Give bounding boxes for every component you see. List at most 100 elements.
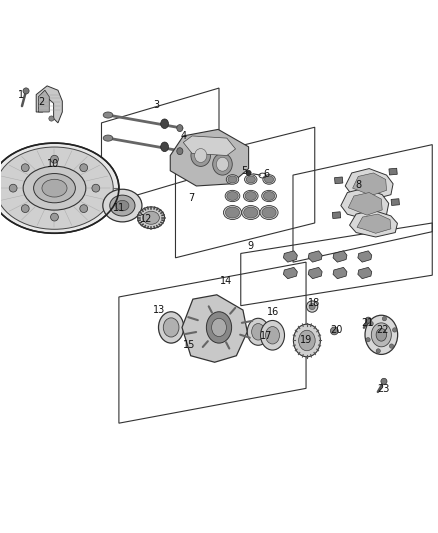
Polygon shape: [283, 251, 297, 262]
Ellipse shape: [194, 149, 207, 163]
Ellipse shape: [242, 206, 260, 220]
Ellipse shape: [244, 175, 257, 184]
Circle shape: [50, 213, 58, 221]
Circle shape: [382, 317, 387, 321]
Text: 9: 9: [247, 240, 254, 251]
Bar: [389, 168, 397, 175]
Ellipse shape: [177, 148, 183, 155]
Bar: [335, 177, 343, 184]
Text: 8: 8: [355, 180, 361, 190]
Ellipse shape: [161, 142, 169, 151]
Ellipse shape: [23, 166, 86, 210]
Text: 2: 2: [38, 97, 45, 107]
Ellipse shape: [228, 176, 237, 183]
Ellipse shape: [244, 207, 258, 218]
Circle shape: [21, 164, 29, 172]
Ellipse shape: [226, 207, 240, 218]
Ellipse shape: [265, 327, 279, 344]
Circle shape: [389, 344, 394, 348]
Polygon shape: [308, 251, 322, 262]
Ellipse shape: [103, 112, 113, 118]
Text: 20: 20: [330, 325, 343, 335]
Ellipse shape: [261, 320, 285, 350]
Circle shape: [365, 317, 371, 323]
Ellipse shape: [365, 315, 398, 354]
Polygon shape: [333, 251, 347, 262]
Ellipse shape: [247, 318, 269, 345]
Polygon shape: [350, 211, 397, 237]
Ellipse shape: [265, 176, 274, 183]
Polygon shape: [345, 168, 393, 200]
Text: 13: 13: [153, 305, 165, 315]
Polygon shape: [341, 188, 389, 220]
Ellipse shape: [143, 211, 159, 224]
Text: 12: 12: [140, 214, 152, 224]
Ellipse shape: [0, 147, 113, 229]
Ellipse shape: [262, 207, 276, 218]
Ellipse shape: [261, 190, 276, 201]
Ellipse shape: [226, 175, 239, 184]
Ellipse shape: [216, 157, 229, 171]
Circle shape: [50, 155, 58, 163]
Polygon shape: [170, 130, 249, 186]
Circle shape: [80, 164, 88, 172]
Polygon shape: [39, 90, 49, 112]
Ellipse shape: [138, 207, 165, 229]
Ellipse shape: [161, 119, 169, 128]
Circle shape: [309, 303, 315, 310]
Circle shape: [21, 205, 29, 213]
Text: 3: 3: [153, 100, 159, 110]
Polygon shape: [36, 86, 62, 123]
Ellipse shape: [245, 192, 256, 200]
Circle shape: [307, 301, 318, 312]
Ellipse shape: [293, 324, 321, 357]
Text: 16: 16: [267, 307, 279, 317]
Text: 19: 19: [300, 335, 312, 345]
Text: 17: 17: [260, 331, 272, 341]
Polygon shape: [348, 192, 382, 215]
Polygon shape: [184, 136, 236, 156]
Ellipse shape: [212, 318, 226, 336]
Circle shape: [80, 205, 88, 213]
Circle shape: [366, 337, 370, 342]
Ellipse shape: [252, 324, 265, 340]
Ellipse shape: [227, 192, 238, 200]
Ellipse shape: [42, 179, 67, 197]
Ellipse shape: [110, 195, 135, 216]
Circle shape: [92, 184, 100, 192]
Circle shape: [392, 328, 397, 332]
Text: 18: 18: [308, 298, 320, 309]
Text: 15: 15: [183, 340, 196, 350]
Ellipse shape: [223, 206, 241, 220]
Ellipse shape: [299, 330, 315, 351]
Text: 21: 21: [361, 318, 373, 328]
Circle shape: [246, 171, 251, 175]
Ellipse shape: [376, 328, 387, 341]
Ellipse shape: [206, 312, 232, 343]
Circle shape: [9, 184, 17, 192]
Circle shape: [369, 321, 373, 326]
Bar: [332, 212, 341, 219]
Text: 6: 6: [264, 169, 270, 179]
Ellipse shape: [263, 192, 275, 200]
Circle shape: [330, 327, 338, 335]
Ellipse shape: [163, 318, 179, 337]
Ellipse shape: [159, 312, 184, 343]
Text: 4: 4: [180, 131, 187, 141]
Text: 22: 22: [376, 326, 389, 335]
Ellipse shape: [225, 190, 240, 201]
Polygon shape: [308, 268, 322, 279]
Ellipse shape: [244, 190, 258, 201]
Bar: [391, 199, 399, 205]
Text: 7: 7: [188, 193, 195, 203]
Ellipse shape: [177, 125, 183, 132]
Text: 1: 1: [18, 90, 25, 100]
Ellipse shape: [371, 323, 391, 347]
Ellipse shape: [191, 144, 211, 166]
Text: 14: 14: [220, 276, 232, 286]
Polygon shape: [358, 268, 372, 279]
Circle shape: [381, 378, 387, 384]
Ellipse shape: [103, 135, 113, 141]
Ellipse shape: [103, 189, 142, 222]
Ellipse shape: [0, 143, 119, 233]
